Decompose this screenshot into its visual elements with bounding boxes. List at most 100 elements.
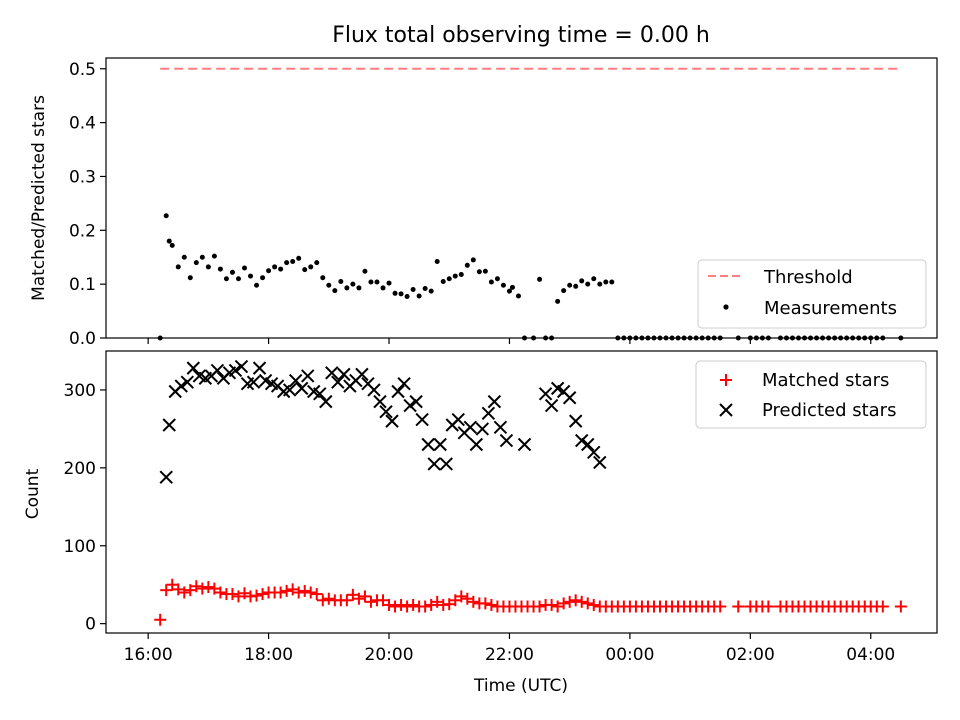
bottom-x-tick-label: 20:00 [365, 645, 414, 665]
bottom-x-tick-label: 04:00 [846, 645, 895, 665]
predicted-star-point [180, 375, 195, 389]
matched-star-point [479, 597, 492, 610]
matched-star-point [485, 598, 498, 611]
measurement-point [205, 264, 211, 270]
measurement-point [464, 262, 470, 268]
matched-star-point [557, 597, 570, 610]
predicted-star-point [439, 457, 453, 471]
matched-star-point [732, 600, 745, 613]
matched-star-point [569, 594, 582, 607]
measurement-point [356, 285, 362, 291]
matched-star-point [256, 588, 269, 601]
predicted-star-point [228, 363, 243, 378]
predicted-star-point [301, 369, 315, 383]
measurement-point [338, 278, 344, 284]
predicted-star-point [427, 457, 441, 471]
predicted-star-point [469, 437, 484, 452]
bottom-legend-box [695, 360, 927, 429]
predicted-star-point [451, 412, 465, 427]
measurement-point [374, 279, 380, 285]
predicted-star-point [379, 405, 393, 419]
matched-star-point [563, 595, 576, 608]
top-panel: 0.0 0.1 0.2 0.3 0.4 0.5 Matched/Predicted sta… [29, 57, 938, 349]
measurement-point [555, 298, 561, 304]
matched-star-point [286, 583, 299, 596]
measurement-point [500, 282, 506, 288]
bottom-x-tick-label: 02:00 [726, 645, 775, 665]
chart-title: Flux total observing time = 0.00 h [332, 23, 710, 48]
measurement-point [609, 279, 615, 285]
measurement-point [235, 276, 241, 282]
measurement-point [446, 276, 452, 282]
measurement-point [422, 285, 428, 291]
measurement-point [211, 253, 217, 259]
matched-star-point [238, 587, 251, 600]
predicted-star-point [409, 394, 423, 409]
top-y-tick-label: 0.5 [69, 60, 96, 80]
measurement-point [603, 279, 609, 285]
measurement-point [440, 278, 446, 284]
matched-star-point [587, 598, 600, 611]
measurement-point [567, 282, 573, 288]
measurement-point [398, 291, 404, 297]
matched-star-point [280, 584, 293, 597]
measurement-point [392, 290, 398, 296]
measurement-point [585, 281, 591, 287]
matched-star-point [431, 595, 444, 608]
measurement-point [296, 255, 302, 261]
predicted-stars-layer [159, 359, 607, 484]
measurement-point [537, 276, 543, 282]
matched-star-point [202, 581, 215, 594]
measurement-point [308, 264, 314, 270]
matched-star-point [443, 598, 456, 611]
measurement-point [561, 288, 567, 294]
measurement-point [434, 259, 440, 265]
matched-star-point [762, 600, 775, 613]
bottom-y-axis-label: Count [23, 468, 43, 519]
measurement-point [181, 254, 187, 260]
bottom-y-tick-label: 100 [64, 537, 96, 557]
matched-star-point [358, 590, 371, 603]
measurement-point [506, 288, 512, 294]
matched-star-point [304, 586, 317, 599]
top-y-tick-label: 0.0 [69, 329, 96, 349]
matched-star-point [232, 590, 245, 603]
predicted-star-point [162, 418, 176, 432]
bottom-y-tick-label: 300 [64, 381, 96, 401]
measurement-point [284, 260, 290, 266]
matched-star-point [166, 578, 179, 591]
measurement-point [217, 266, 223, 272]
bottom-y-tick-label: 0 [85, 615, 96, 635]
measurement-point [509, 284, 515, 290]
predicted-star-point [325, 366, 339, 380]
measurement-point [488, 279, 494, 285]
predicted-star-point [499, 433, 514, 448]
predicted-star-point [159, 470, 173, 484]
measurement-point [452, 273, 458, 279]
predicted-star-point [186, 361, 201, 375]
matched-star-point [190, 580, 203, 593]
predicted-star-point [587, 445, 601, 459]
threshold-legend-label: Threshold [763, 267, 853, 288]
matched-star-point [401, 600, 414, 613]
top-x-ticks [147, 338, 872, 344]
matched-star-point [545, 598, 558, 611]
matched-stars-legend-label: Matched stars [762, 370, 889, 391]
predicted-star-point [252, 361, 267, 375]
predicted-star-point [575, 433, 589, 448]
measurement-point [515, 293, 521, 299]
predicted-star-point [403, 398, 417, 413]
predicted-star-point [562, 391, 577, 405]
measurement-point [591, 276, 597, 282]
measurement-point [573, 283, 579, 289]
predicted-star-point [481, 406, 496, 421]
matched-star-point [533, 600, 546, 613]
predicted-star-point [391, 384, 405, 399]
predicted-star-point [385, 414, 399, 428]
predicted-star-point [415, 412, 429, 427]
matched-star-point [208, 582, 221, 595]
measurement-point [416, 293, 422, 299]
matched-star-point [894, 600, 907, 613]
measurements-legend-swatch [723, 304, 729, 310]
